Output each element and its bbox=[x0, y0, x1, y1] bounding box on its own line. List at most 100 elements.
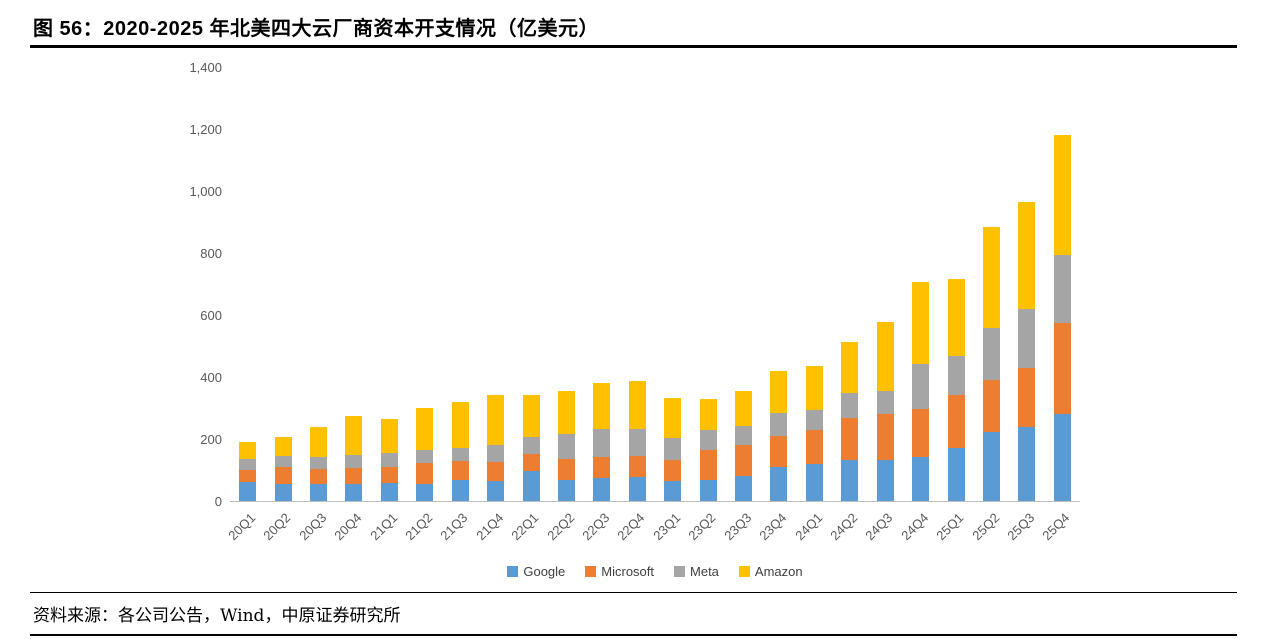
bar-segment-meta bbox=[664, 438, 682, 460]
bar-segment-microsoft bbox=[1053, 322, 1071, 415]
x-tick-label-text: 23Q3 bbox=[721, 510, 755, 544]
legend-item-amazon: Amazon bbox=[738, 564, 803, 579]
bar-segment-meta bbox=[735, 426, 753, 445]
legend-label-meta: Meta bbox=[690, 564, 719, 579]
stacked-bar-21Q3 bbox=[451, 401, 469, 501]
bar-segment-amazon bbox=[664, 397, 682, 439]
legend-swatch-microsoft bbox=[585, 566, 597, 577]
bar-segment-amazon bbox=[1018, 201, 1036, 309]
bar-segment-amazon bbox=[487, 395, 505, 445]
bar-segment-google bbox=[274, 484, 292, 501]
legend-item-google: Google bbox=[507, 564, 565, 579]
bar-segment-microsoft bbox=[593, 457, 611, 479]
stacked-bar-22Q4 bbox=[628, 381, 646, 501]
bar-segment-meta bbox=[487, 444, 505, 462]
bar-segment-microsoft bbox=[876, 413, 894, 461]
bar-segment-amazon bbox=[557, 390, 575, 435]
x-tick-label-text: 22Q3 bbox=[579, 510, 613, 544]
bar-segment-amazon bbox=[699, 399, 717, 431]
y-tick-label: 1,200 bbox=[189, 122, 222, 137]
bar-segment-microsoft bbox=[274, 466, 292, 485]
stacked-bar-25Q2 bbox=[982, 226, 1000, 501]
bar-segment-microsoft bbox=[487, 461, 505, 482]
bar-segment-google bbox=[451, 479, 469, 501]
stacked-bar-24Q2 bbox=[841, 342, 859, 501]
stacked-bar-20Q4 bbox=[345, 415, 363, 501]
stacked-bar-22Q3 bbox=[593, 382, 611, 501]
bar-segment-google bbox=[310, 484, 328, 501]
bar-segment-google bbox=[770, 466, 788, 501]
stacked-bar-24Q4 bbox=[912, 281, 930, 501]
stacked-bar-23Q2 bbox=[699, 399, 717, 501]
x-tick-label-text: 23Q1 bbox=[650, 510, 684, 544]
source-note: 资料来源：各公司公告，Wind，中原证券研究所 bbox=[33, 606, 401, 626]
bar-segment-meta bbox=[239, 458, 257, 471]
x-tick-label-text: 20Q4 bbox=[331, 510, 365, 544]
bar-segment-microsoft bbox=[416, 463, 434, 484]
legend-label-amazon: Amazon bbox=[754, 564, 803, 579]
bar-segment-google bbox=[628, 477, 646, 501]
x-tick-label-text: 20Q1 bbox=[225, 510, 259, 544]
bar-segment-amazon bbox=[1053, 135, 1071, 255]
bar-segment-meta bbox=[947, 356, 965, 395]
x-tick-label-text: 20Q2 bbox=[260, 510, 294, 544]
bar-segment-google bbox=[345, 483, 363, 501]
bar-segment-google bbox=[876, 460, 894, 501]
stacked-bar-24Q1 bbox=[805, 366, 823, 501]
x-tick-label-text: 24Q3 bbox=[862, 510, 896, 544]
x-tick-label-text: 25Q2 bbox=[968, 510, 1003, 544]
bar-segment-amazon bbox=[735, 390, 753, 427]
bar-segment-google bbox=[947, 447, 965, 501]
bar-segment-google bbox=[522, 470, 540, 501]
stacked-bar-20Q2 bbox=[274, 437, 292, 501]
bar-segment-amazon bbox=[982, 226, 1000, 328]
bar-segment-meta bbox=[628, 429, 646, 456]
header-divider bbox=[30, 45, 1237, 48]
x-tick-label-text: 25Q3 bbox=[1004, 510, 1038, 544]
bar-segment-google bbox=[735, 475, 753, 501]
bar-segment-google bbox=[380, 482, 398, 501]
bar-segment-google bbox=[557, 479, 575, 501]
bar-segment-microsoft bbox=[345, 468, 363, 484]
bar-segment-amazon bbox=[274, 437, 292, 457]
bar-segment-amazon bbox=[912, 281, 930, 364]
bar-segment-microsoft bbox=[770, 435, 788, 467]
x-tick-label-text: 21Q1 bbox=[366, 510, 400, 544]
x-tick-label-text: 21Q3 bbox=[437, 510, 471, 544]
y-tick-label: 600 bbox=[200, 308, 222, 323]
bar-segment-meta bbox=[310, 456, 328, 469]
bar-segment-meta bbox=[770, 412, 788, 436]
figure-title: 图 56：2020-2025 年北美四大云厂商资本开支情况（亿美元） bbox=[33, 18, 600, 40]
bar-segment-microsoft bbox=[982, 380, 1000, 432]
x-tick-label-text: 21Q4 bbox=[473, 510, 507, 544]
bar-segment-meta bbox=[805, 409, 823, 430]
bar-segment-amazon bbox=[805, 366, 823, 410]
bar-segment-meta bbox=[699, 430, 717, 451]
bar-segment-amazon bbox=[841, 342, 859, 394]
x-tick-label-text: 22Q2 bbox=[543, 510, 578, 544]
bar-segment-amazon bbox=[239, 442, 257, 459]
x-tick-label-text: 21Q2 bbox=[402, 510, 436, 544]
bar-segment-google bbox=[912, 456, 930, 501]
bar-segment-microsoft bbox=[805, 429, 823, 464]
bar-segment-microsoft bbox=[557, 459, 575, 480]
bar-segment-meta bbox=[912, 363, 930, 409]
bar-segment-meta bbox=[593, 429, 611, 458]
stacked-bar-20Q3 bbox=[310, 426, 328, 501]
bar-segment-meta bbox=[345, 454, 363, 469]
bar-segment-meta bbox=[841, 393, 859, 419]
x-tick-label-text: 24Q4 bbox=[898, 510, 932, 544]
x-tick-label-text: 24Q2 bbox=[827, 510, 861, 544]
bar-segment-microsoft bbox=[947, 395, 965, 448]
bar-segment-google bbox=[487, 481, 505, 501]
legend-swatch-meta bbox=[674, 566, 686, 577]
y-tick-label: 200 bbox=[200, 432, 222, 447]
bar-segment-meta bbox=[557, 434, 575, 460]
stacked-bar-25Q4 bbox=[1053, 135, 1071, 501]
x-tick-label-text: 25Q4 bbox=[1039, 510, 1073, 544]
legend-label-google: Google bbox=[523, 564, 566, 579]
bar-segment-google bbox=[593, 478, 611, 501]
legend-swatch-amazon bbox=[738, 566, 750, 577]
bar-segment-amazon bbox=[593, 382, 611, 430]
